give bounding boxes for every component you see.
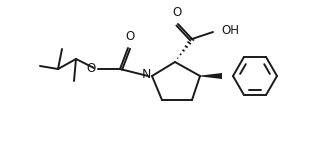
Text: O: O bbox=[125, 30, 135, 43]
Text: O: O bbox=[172, 6, 182, 19]
Text: O: O bbox=[87, 61, 96, 74]
Text: OH: OH bbox=[221, 24, 239, 37]
Polygon shape bbox=[200, 73, 222, 79]
Text: N: N bbox=[141, 69, 151, 82]
